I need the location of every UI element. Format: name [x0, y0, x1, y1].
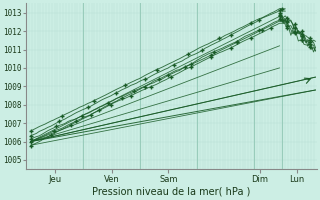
- X-axis label: Pression niveau de la mer( hPa ): Pression niveau de la mer( hPa ): [92, 187, 251, 197]
